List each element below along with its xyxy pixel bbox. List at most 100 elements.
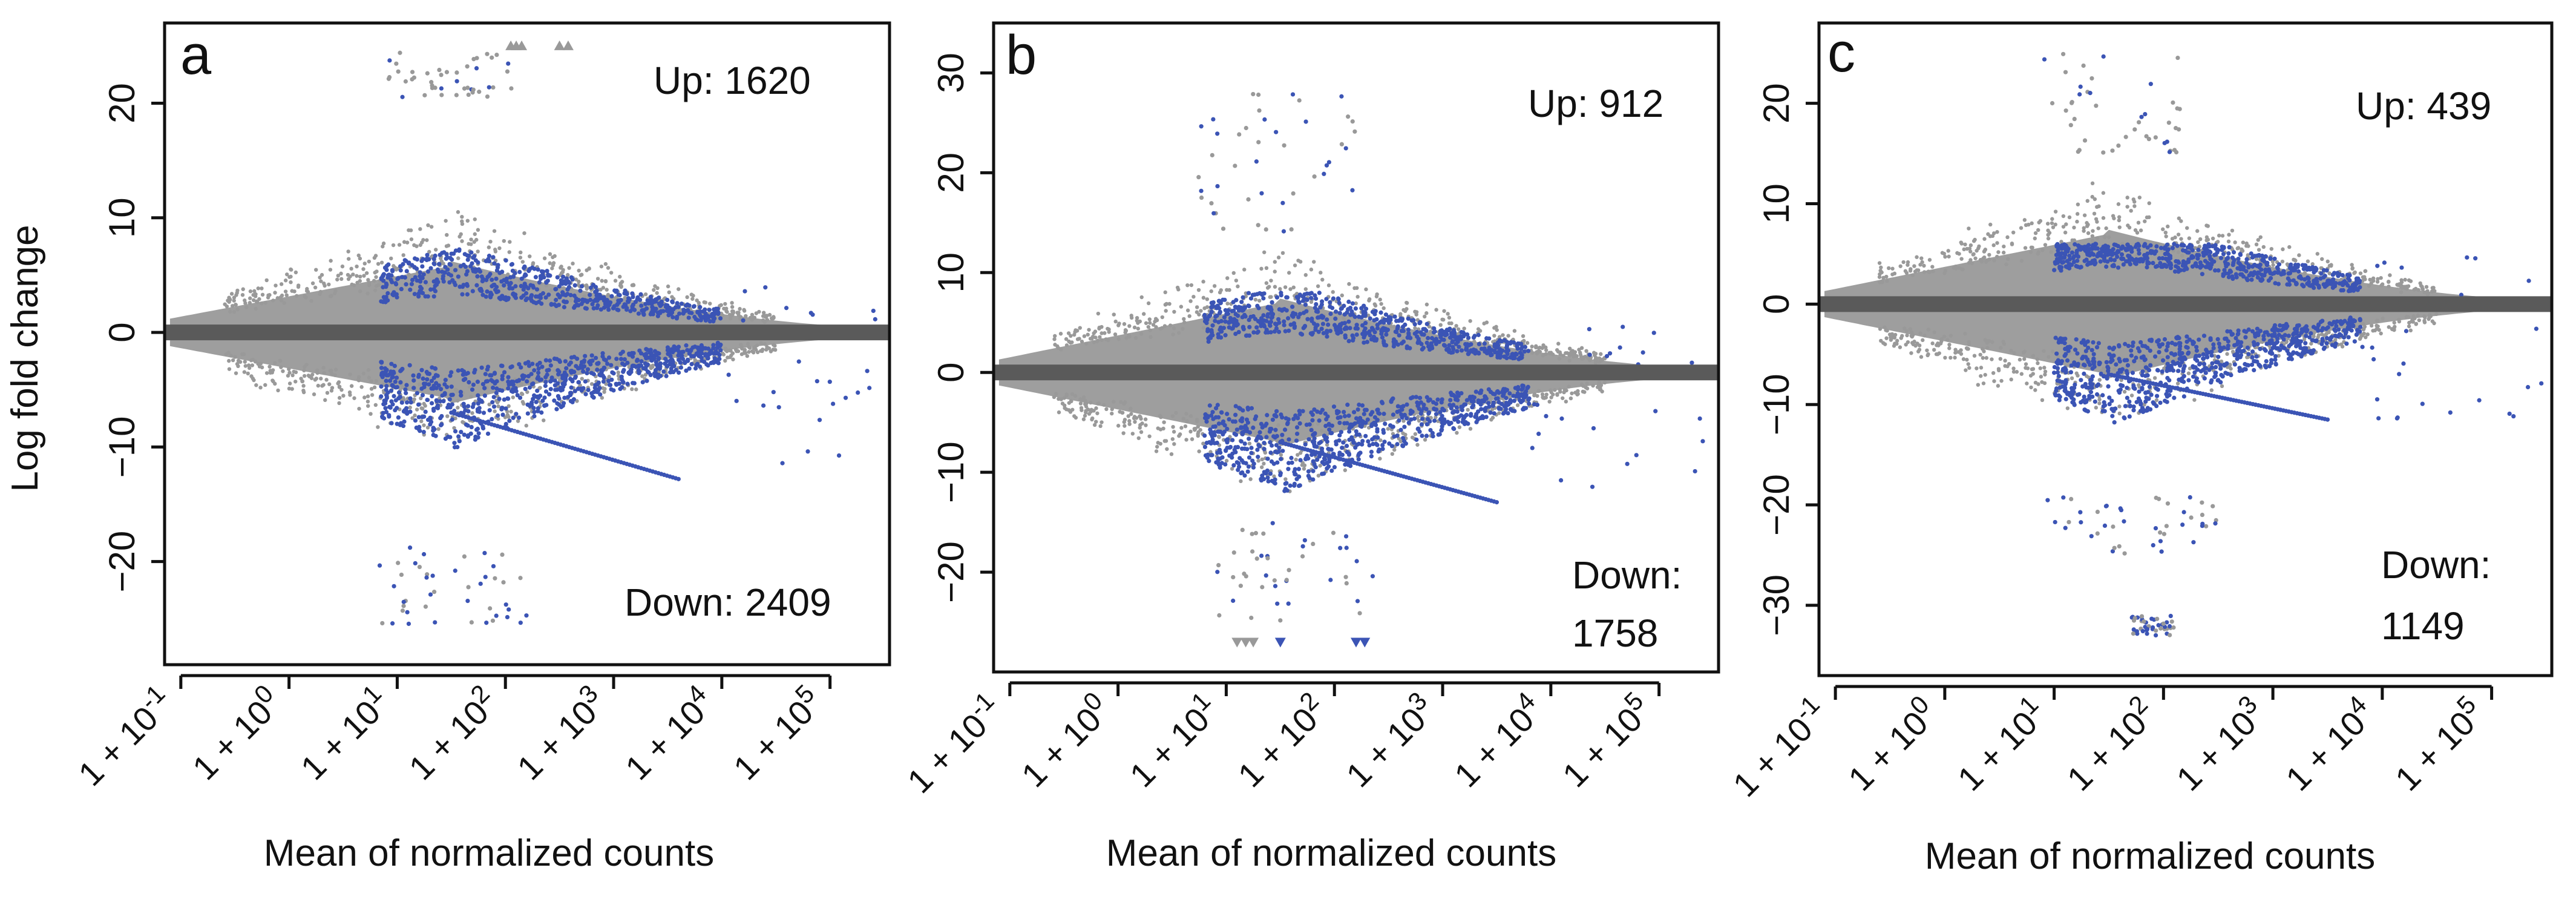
panel-a-point-sig <box>582 358 587 363</box>
panel-a-point-nonsig <box>652 288 656 292</box>
panel-b-point-nonsig <box>1212 284 1217 288</box>
panel-a-point-sig <box>440 269 445 274</box>
panel-a-point-nonsig <box>413 413 417 418</box>
panel-b-point-sig <box>1361 309 1366 314</box>
panel-a-point-sig <box>392 393 396 398</box>
panel-a-point-sig <box>481 410 487 415</box>
panel-a-point-nonsig <box>631 283 635 287</box>
panel-a-point-sig <box>726 372 731 377</box>
panel-b-point-sig <box>1621 324 1625 329</box>
panel-a-point-nonsig <box>518 576 523 581</box>
panel-c-point-nonsig <box>2050 217 2054 221</box>
panel-b-point-sig <box>1400 317 1405 321</box>
panel-b-point-sig <box>1286 437 1291 442</box>
panel-a-point-sig <box>386 274 392 278</box>
panel-a-point-nonsig <box>519 382 523 387</box>
panel-b-point-nonsig <box>1506 334 1510 338</box>
panel-b-point-nonsig <box>1276 423 1280 427</box>
panel-b-point-sig <box>1406 316 1411 321</box>
panel-b-point-nonsig <box>1179 426 1184 430</box>
panel-b-point-sig <box>1290 305 1295 309</box>
panel-b-point-sig <box>1303 442 1308 447</box>
panel-a-point-nonsig <box>289 267 293 272</box>
panel-b-point-sig <box>1517 398 1522 403</box>
panel-b-point-sig <box>1391 396 1395 401</box>
panel-b-x-tick-label: 1 + 102 <box>1227 686 1335 795</box>
panel-a-point-nonsig <box>476 249 480 254</box>
panel-b-point-sig <box>1478 416 1483 421</box>
panel-a-point-sig <box>678 352 683 358</box>
panel-a-point-nonsig <box>271 379 275 384</box>
panel-a-point-sig <box>513 284 518 289</box>
panel-a-point-nonsig <box>295 294 299 298</box>
panel-b-point-nonsig <box>1122 424 1127 428</box>
panel-a-point-sig <box>449 384 454 389</box>
panel-a-point-sig <box>593 355 598 360</box>
panel-a-point-sig <box>656 357 661 361</box>
panel-b-point-sig <box>1251 465 1256 470</box>
panel-b-point-sig <box>1465 332 1470 337</box>
panel-a-point-sig <box>491 395 496 400</box>
panel-a-point-nonsig <box>618 283 623 288</box>
panel-b-point-sig <box>1320 407 1325 412</box>
panel-c-point-nonsig <box>2137 196 2142 200</box>
panel-b-point-sig <box>1366 439 1371 444</box>
panel-a-point-nonsig <box>358 274 362 279</box>
panel-a-point-nonsig <box>505 69 510 74</box>
panel-a-point-nonsig <box>240 292 245 297</box>
panel-a-point-nonsig <box>487 245 491 249</box>
panel-b-point-nonsig <box>1276 255 1281 260</box>
panel-b-point-nonsig <box>1139 295 1144 300</box>
panel-a-point-sig <box>470 267 476 272</box>
panel-b-point-sig <box>1274 295 1280 300</box>
panel-b-point-nonsig <box>1140 421 1144 426</box>
panel-a-point-sig <box>552 398 557 403</box>
panel-a-point-nonsig <box>293 370 298 375</box>
panel-b-point-nonsig <box>1273 285 1277 289</box>
panel-b-point-sig <box>1233 412 1238 417</box>
panel-a-point-nonsig <box>355 264 359 269</box>
panel-b-point-sig <box>1370 437 1375 442</box>
panel-a-point-nonsig <box>754 311 759 315</box>
panel-b-point-sig <box>1495 396 1500 401</box>
panel-b-point-nonsig <box>1239 479 1243 484</box>
panel-a-point-sig <box>643 361 647 366</box>
panel-a-point-nonsig <box>395 286 400 291</box>
panel-b-point-nonsig <box>1127 324 1132 328</box>
panel-a-point-sig <box>664 363 669 368</box>
panel-b-point-nonsig <box>1579 354 1583 359</box>
panel-b-point-nonsig <box>1355 286 1359 290</box>
panel-a-point-sig <box>519 276 524 281</box>
panel-a-point-sig <box>387 414 392 419</box>
panel-a-point-sig <box>674 316 679 321</box>
panel-b-point-sig <box>1316 309 1320 314</box>
panel-a-point-nonsig <box>560 270 565 274</box>
panel-b-point-nonsig <box>1185 419 1189 423</box>
panel-a-point-sig <box>586 387 591 392</box>
panel-b-point-sig <box>1293 467 1297 472</box>
panel-a-point-nonsig <box>370 393 375 397</box>
panel-a-point-nonsig <box>567 266 571 270</box>
panel-b-point-nonsig <box>1449 321 1454 326</box>
panel-b-point-sig <box>1363 420 1368 425</box>
panel-b-point-sig <box>1324 331 1329 335</box>
panel-b-point-sig <box>1355 599 1360 604</box>
panel-a-point-nonsig <box>271 298 275 303</box>
panel-b-point-sig <box>1251 425 1256 430</box>
panel-b-point-sig <box>1360 438 1365 444</box>
panel-a-point-nonsig <box>460 420 465 424</box>
panel-b-point-nonsig <box>1567 358 1571 363</box>
panel-a-point-sig <box>519 283 523 289</box>
panel-a-point-sig <box>673 367 678 372</box>
panel-a-point-nonsig <box>466 92 471 97</box>
panel-b-point-sig <box>1512 409 1517 413</box>
panel-a-point-sig <box>670 359 675 364</box>
panel-a-point-sig <box>423 280 428 285</box>
panel-b-point-nonsig <box>1581 389 1585 394</box>
panel-a-point-sig <box>594 288 599 293</box>
panel-a-point-sig <box>624 292 629 297</box>
panel-a-point-nonsig <box>349 384 354 388</box>
panel-a-point-sig <box>556 292 560 297</box>
panel-b-point-sig <box>1332 465 1337 470</box>
panel-b-y-tick-label: −10 <box>931 441 971 503</box>
